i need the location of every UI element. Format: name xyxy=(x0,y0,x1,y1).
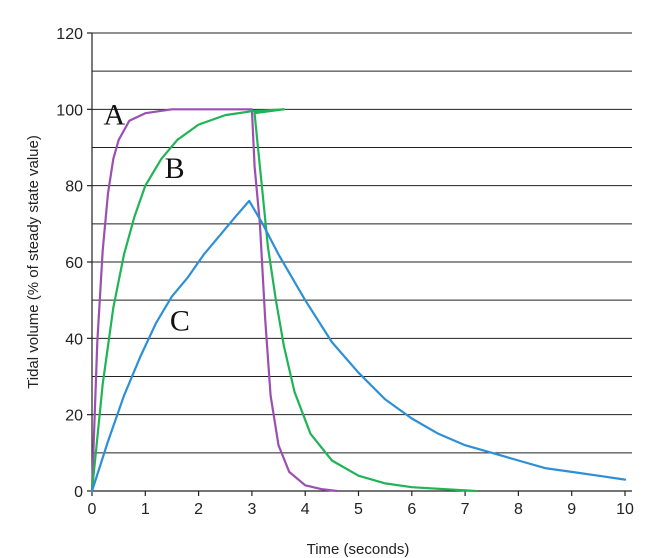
y-tick-label: 0 xyxy=(74,484,83,501)
x-tick-label: 1 xyxy=(141,501,150,518)
x-tick-label: 0 xyxy=(88,501,97,518)
series-line-a xyxy=(90,108,339,493)
x-tick-label: 7 xyxy=(461,501,470,518)
y-tick-label: 60 xyxy=(65,255,83,272)
curve-label-a: A xyxy=(104,99,126,132)
curve-label-b: B xyxy=(165,152,185,185)
grid-lines xyxy=(92,32,632,454)
y-tick-label: 100 xyxy=(56,102,83,119)
x-tick-labels: 0 1 2 3 4 5 6 7 8 9 10 xyxy=(88,491,634,518)
x-tick-label: 3 xyxy=(247,501,256,518)
curve-label-c: C xyxy=(170,305,190,338)
y-tick-label: 80 xyxy=(65,179,83,196)
x-tick-label: 8 xyxy=(514,501,523,518)
x-tick-label: 10 xyxy=(616,501,634,518)
y-tick-label: 20 xyxy=(65,408,83,425)
y-axis-title: Tidal volume (% of steady state value) xyxy=(25,135,42,389)
x-tick-label: 9 xyxy=(567,501,576,518)
x-tick-label: 5 xyxy=(354,501,363,518)
series-line-b xyxy=(90,108,477,493)
y-tick-labels: 0 20 40 60 80 100 120 xyxy=(56,26,92,501)
x-tick-label: 6 xyxy=(407,501,416,518)
series-line-c xyxy=(90,199,627,493)
x-tick-label: 2 xyxy=(194,501,203,518)
x-axis-title: Time (seconds) xyxy=(307,541,410,558)
y-tick-label: 40 xyxy=(65,331,83,348)
curve-labels: A B C xyxy=(104,99,190,338)
x-tick-label: 4 xyxy=(301,501,310,518)
y-tick-label: 120 xyxy=(56,26,83,43)
series-lines xyxy=(90,108,627,493)
